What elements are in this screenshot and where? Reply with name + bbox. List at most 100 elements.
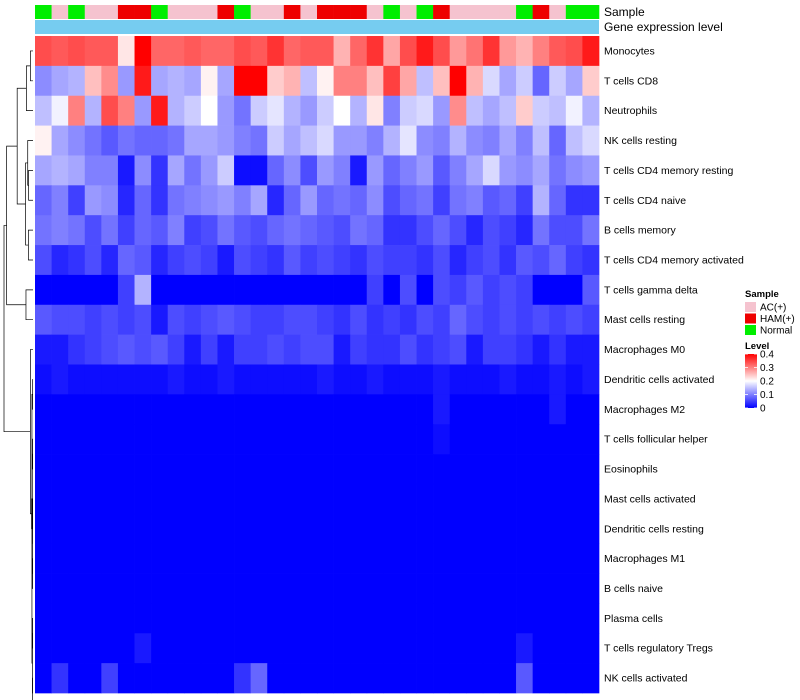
heatmap-cell bbox=[333, 603, 351, 634]
heatmap-cell bbox=[433, 364, 451, 395]
heatmap-cell bbox=[283, 334, 301, 365]
heatmap-cell bbox=[167, 603, 185, 634]
heatmap-cell bbox=[317, 394, 334, 425]
heatmap-cell bbox=[449, 573, 467, 604]
heatmap-cell bbox=[300, 155, 318, 186]
heatmap-cell bbox=[267, 215, 285, 246]
row-label: T cells CD4 naive bbox=[604, 195, 686, 207]
heatmap-cell bbox=[167, 483, 185, 515]
heatmap-cell bbox=[134, 95, 152, 126]
heatmap-cell bbox=[68, 274, 86, 306]
row-label: T cells gamma delta bbox=[604, 284, 698, 296]
heatmap-cell bbox=[383, 245, 401, 276]
heatmap-cell bbox=[532, 36, 550, 67]
heatmap-cell bbox=[433, 424, 451, 455]
heatmap-cell bbox=[283, 663, 301, 694]
heatmap-cell bbox=[383, 633, 401, 664]
heatmap-cell bbox=[300, 364, 318, 395]
heatmap-cell bbox=[167, 155, 185, 186]
heatmap-cell bbox=[283, 95, 301, 126]
heatmap-cell bbox=[366, 304, 384, 335]
heatmap-cell bbox=[167, 185, 185, 216]
heatmap-cell bbox=[399, 603, 417, 634]
heatmap-cell bbox=[35, 513, 52, 545]
heatmap-cell bbox=[366, 245, 384, 276]
heatmap-cell bbox=[350, 245, 368, 276]
sample-annotation-cell bbox=[333, 5, 351, 19]
heatmap-cell bbox=[267, 304, 285, 335]
heatmap-cell bbox=[68, 513, 86, 545]
heatmap-cell bbox=[283, 603, 301, 634]
heatmap-cell bbox=[167, 663, 185, 694]
row-label: B cells memory bbox=[604, 225, 677, 237]
heatmap-cell bbox=[68, 633, 86, 664]
row-label: Dendritic cells resting bbox=[604, 523, 704, 535]
heatmap-cell bbox=[565, 125, 583, 156]
heatmap-cell bbox=[217, 633, 235, 664]
heatmap-cell bbox=[416, 364, 434, 395]
heatmap-cell bbox=[267, 65, 285, 97]
heatmap-cell bbox=[250, 215, 268, 246]
heatmap-cell bbox=[333, 424, 351, 455]
heatmap-cell bbox=[549, 454, 567, 485]
heatmap-cell bbox=[582, 334, 600, 365]
heatmap-cell bbox=[399, 633, 417, 664]
heatmap-cell bbox=[84, 334, 102, 365]
heatmap-cell bbox=[416, 304, 434, 335]
heatmap-cell bbox=[582, 155, 600, 186]
heatmap-cell bbox=[532, 65, 550, 97]
heatmap-cell bbox=[283, 245, 301, 276]
heatmap-cell bbox=[333, 663, 351, 694]
heatmap-cell bbox=[499, 155, 517, 186]
heatmap-cell bbox=[184, 215, 202, 246]
heatmap-cell bbox=[383, 483, 401, 515]
heatmap-cell bbox=[250, 304, 268, 335]
heatmap-cell bbox=[366, 65, 384, 97]
heatmap-cell bbox=[532, 454, 550, 485]
heatmap-cell bbox=[217, 394, 235, 425]
heatmap-cell bbox=[565, 65, 583, 97]
heatmap-cell bbox=[250, 364, 268, 395]
heatmap-cell bbox=[300, 274, 318, 306]
heatmap-cells bbox=[35, 36, 600, 694]
heatmap-cell bbox=[317, 543, 334, 574]
heatmap-cell bbox=[516, 95, 533, 126]
heatmap-cell bbox=[68, 603, 86, 634]
heatmap-cell bbox=[532, 543, 550, 574]
heatmap-cell bbox=[217, 155, 235, 186]
heatmap-cell bbox=[250, 155, 268, 186]
heatmap-cell bbox=[532, 573, 550, 604]
heatmap-cell bbox=[134, 245, 152, 276]
heatmap-cell bbox=[516, 394, 533, 425]
heatmap-cell bbox=[482, 274, 500, 306]
heatmap-cell bbox=[499, 513, 517, 545]
heatmap-cell bbox=[516, 304, 533, 335]
heatmap-cell bbox=[549, 543, 567, 574]
row-label: T cells CD8 bbox=[604, 75, 658, 87]
heatmap-cell bbox=[101, 125, 119, 156]
heatmap-cell bbox=[317, 424, 334, 455]
heatmap-cell bbox=[383, 543, 401, 574]
heatmap-cell bbox=[565, 394, 583, 425]
heatmap-cell bbox=[482, 424, 500, 455]
heatmap-cell bbox=[283, 155, 301, 186]
heatmap-cell bbox=[549, 394, 567, 425]
heatmap-cell bbox=[565, 513, 583, 545]
heatmap-cell bbox=[300, 424, 318, 455]
heatmap-cell bbox=[234, 65, 251, 97]
heatmap-cell bbox=[482, 573, 500, 604]
heatmap-cell bbox=[51, 36, 69, 67]
heatmap-cell bbox=[117, 364, 135, 395]
heatmap-cell bbox=[84, 155, 102, 186]
heatmap-cell bbox=[549, 633, 567, 664]
heatmap-cell bbox=[151, 155, 169, 186]
sample-annotation-cell bbox=[383, 5, 401, 19]
heatmap-cell bbox=[267, 513, 285, 545]
sample-annotation-cell bbox=[267, 5, 285, 19]
heatmap-cell bbox=[482, 65, 500, 97]
heatmap-cell bbox=[84, 304, 102, 335]
heatmap-cell bbox=[565, 424, 583, 455]
heatmap-cell bbox=[151, 95, 169, 126]
heatmap-cell bbox=[134, 483, 152, 515]
legend-swatch bbox=[745, 313, 756, 324]
